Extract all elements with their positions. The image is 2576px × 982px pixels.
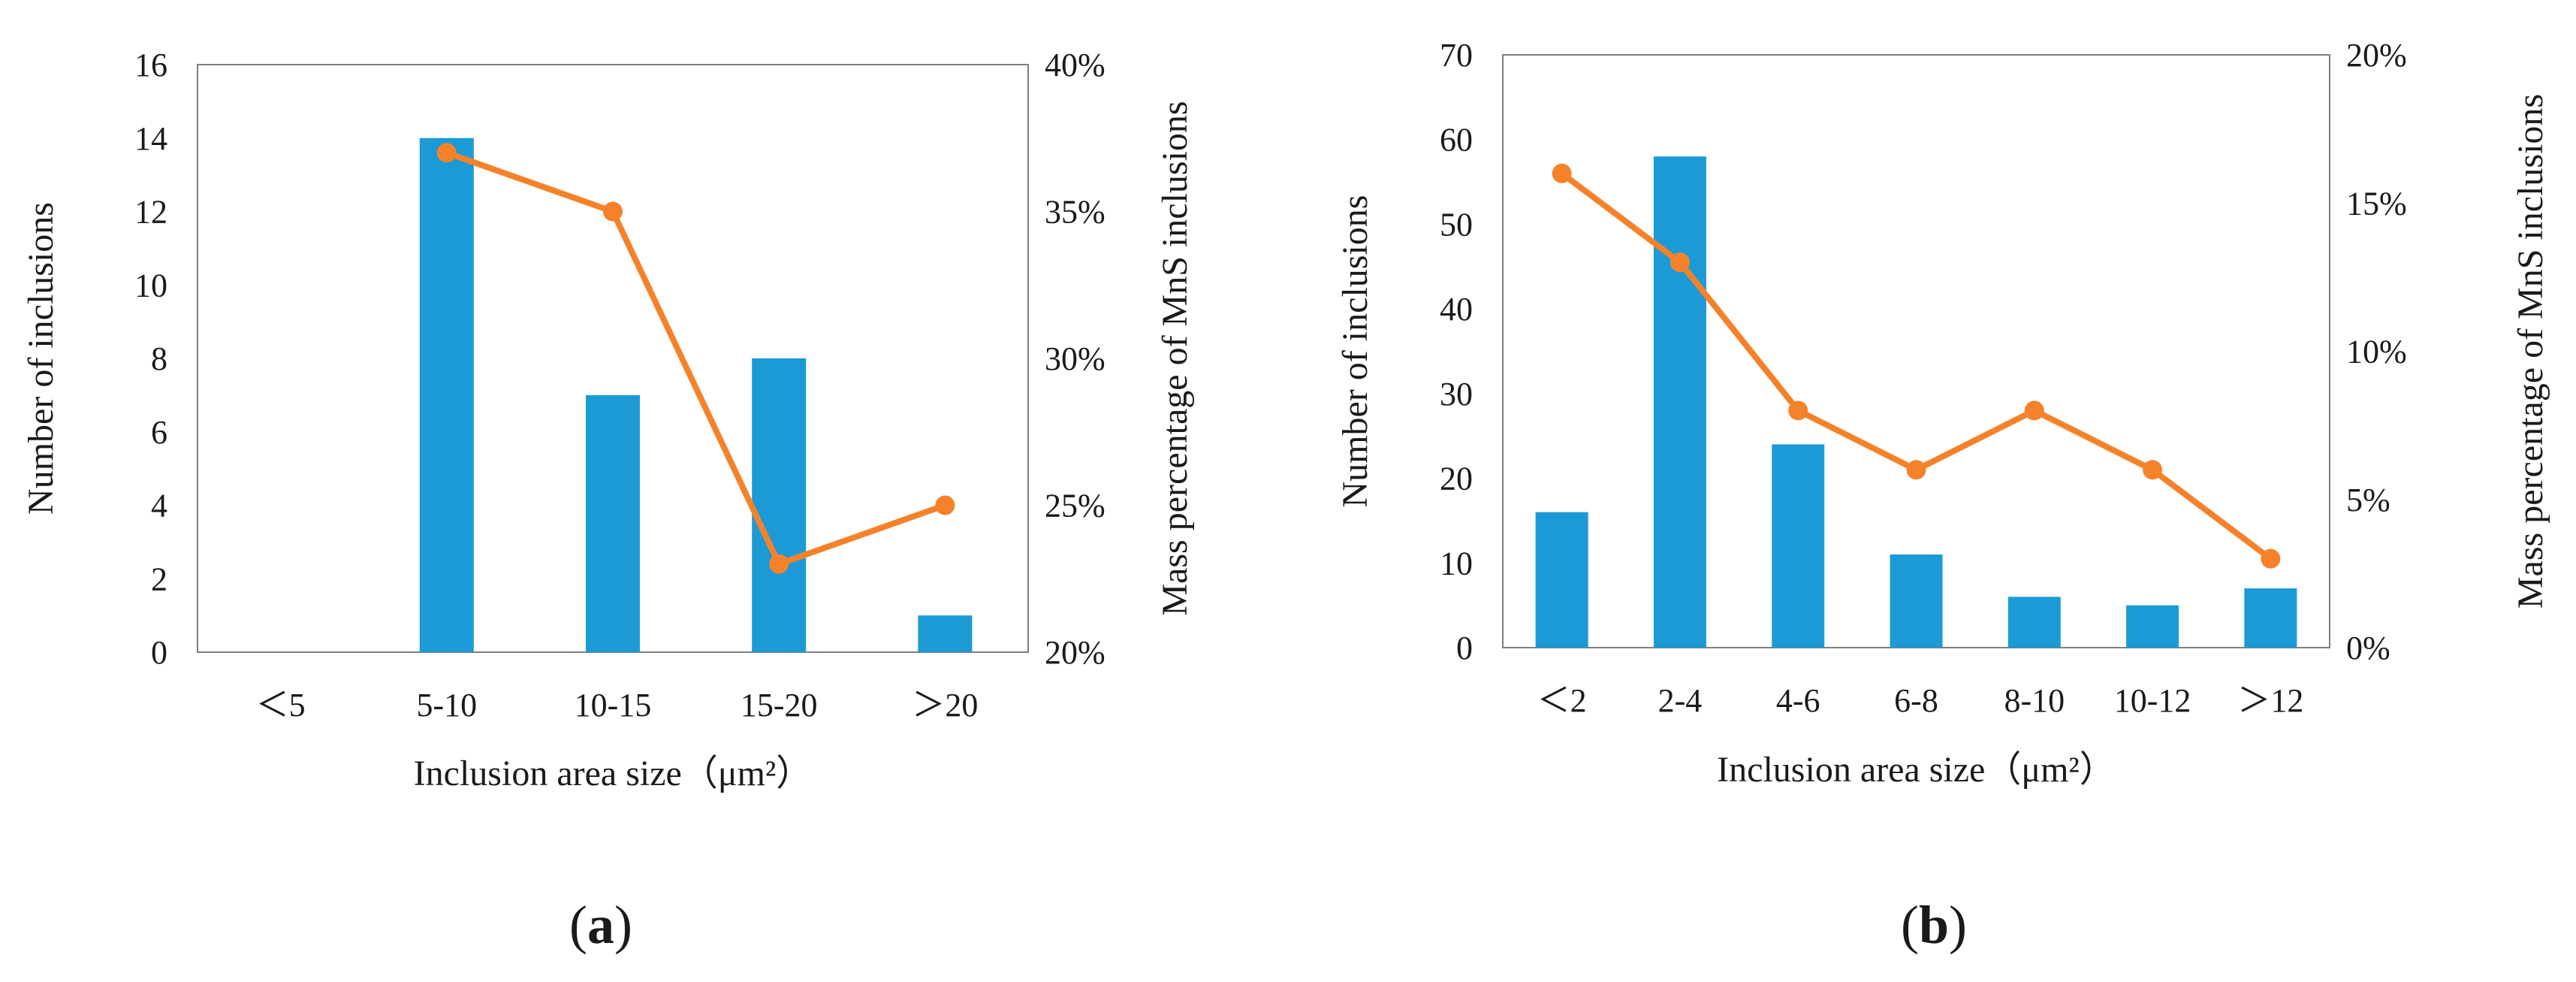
line-point <box>603 201 623 222</box>
line-point <box>1670 252 1690 273</box>
panel-label: (a) <box>569 895 632 955</box>
bar <box>1890 554 1943 648</box>
bar <box>419 137 474 652</box>
y-axis-title: Number of inclusions <box>21 202 61 515</box>
y-tick-label: 8 <box>151 340 167 377</box>
x-tick-label: ＞20 <box>912 687 978 724</box>
y-tick-label: 0 <box>1456 630 1473 666</box>
bar <box>918 615 973 652</box>
line-point <box>436 143 457 163</box>
bar <box>2126 605 2179 648</box>
bar <box>586 394 640 652</box>
y-tick-label: 14 <box>134 120 167 157</box>
line-point <box>769 554 789 574</box>
y2-tick-label: 20% <box>1045 634 1106 671</box>
y-tick-label: 16 <box>134 47 167 83</box>
x-tick-label: ＜2 <box>1537 682 1587 719</box>
x-tick-label: 4-6 <box>1776 682 1820 719</box>
y-tick-label: 50 <box>1440 206 1473 243</box>
y2-tick-label: 5% <box>2346 482 2390 518</box>
x-tick-label: ＜5 <box>256 687 306 724</box>
x-tick-label: 2-4 <box>1658 682 1703 719</box>
chart-panel-a: 0 2 4 6 8 10 12 14 16 20% 25% 30% 35% 40% ＜5 5-10 10-15 1… <box>21 47 1195 955</box>
chart-panel-b: 0 10 20 30 40 50 60 70 0% 5% 10% 15% 20% ＜2 2-4 4-6 6-8 8… <box>1335 37 2550 955</box>
y-tick-label: 6 <box>151 414 167 451</box>
x-tick-label: 6-8 <box>1894 682 1938 719</box>
bar <box>1535 512 1588 648</box>
line-point <box>1552 163 1572 183</box>
panel-label: (b) <box>1901 895 1967 955</box>
y-tick-label: 20 <box>1440 461 1473 497</box>
y-tick-label: 60 <box>1440 122 1473 159</box>
y2-tick-label: 25% <box>1045 488 1106 524</box>
y2-tick-label: 10% <box>2346 334 2407 370</box>
line-point <box>2143 460 2163 480</box>
line-point <box>1788 400 1808 421</box>
x-tick-label: 10-12 <box>2114 682 2191 719</box>
x-tick-label: 5-10 <box>416 687 477 724</box>
y2-tick-label: 15% <box>2346 185 2407 222</box>
y2-axis-title: Mass percentage of MnS inclusions <box>1155 101 1195 615</box>
y-tick-label: 0 <box>151 634 167 671</box>
bar <box>1653 156 1706 648</box>
x-tick-label: 15-20 <box>741 687 818 724</box>
y2-tick-label: 20% <box>2346 37 2407 74</box>
y-tick-label: 2 <box>151 560 167 597</box>
y2-tick-label: 0% <box>2346 630 2390 666</box>
y2-tick-label: 35% <box>1045 194 1106 231</box>
line-point <box>2024 400 2044 421</box>
y-tick-label: 12 <box>134 194 167 231</box>
y-tick-label: 70 <box>1440 37 1473 74</box>
series-line <box>445 150 946 567</box>
bar <box>1772 444 1825 648</box>
line-point <box>1906 460 1926 480</box>
y2-axis-title: Mass percentage of MnS inclusions <box>2511 94 2550 609</box>
y2-tick-label: 40% <box>1045 47 1106 83</box>
x-tick-label: ＞12 <box>2237 682 2303 719</box>
y-tick-label: 4 <box>151 488 167 524</box>
line-point <box>2261 548 2281 569</box>
y-tick-label: 10 <box>1440 545 1473 582</box>
y2-tick-label: 30% <box>1045 340 1106 377</box>
x-axis-title: Inclusion area size（μm²） <box>1717 750 2116 790</box>
x-axis-title: Inclusion area size（μm²） <box>414 754 813 793</box>
line-point <box>935 495 955 515</box>
bar <box>2244 588 2297 648</box>
y-tick-label: 10 <box>134 267 167 304</box>
x-tick-label: 8-10 <box>2004 682 2065 719</box>
bar <box>2007 597 2061 648</box>
y-tick-label: 30 <box>1440 376 1473 412</box>
y-axis-title: Number of inclusions <box>1335 195 1375 508</box>
y-tick-label: 40 <box>1440 291 1473 328</box>
x-tick-label: 10-15 <box>575 687 652 724</box>
bar <box>752 358 807 652</box>
